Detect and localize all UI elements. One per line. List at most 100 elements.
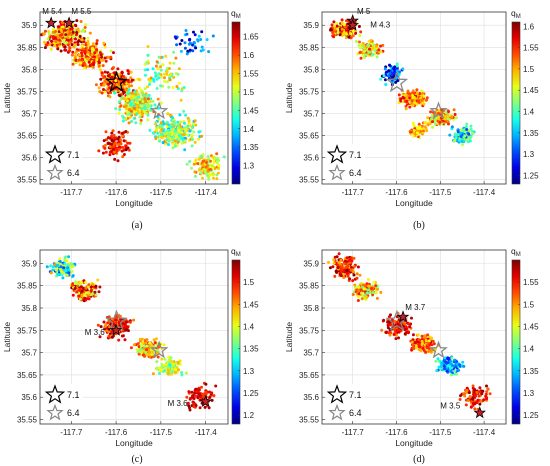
event-point [154, 122, 158, 126]
event-point [198, 406, 202, 410]
event-point [125, 320, 128, 324]
y-tick-label: 35.55 [299, 416, 320, 425]
event-point [331, 31, 335, 35]
event-point [118, 108, 122, 112]
event-point [131, 101, 135, 105]
legend-label: 7.1 [349, 150, 362, 160]
event-point [68, 49, 71, 53]
event-point [207, 177, 211, 181]
event-point [371, 47, 375, 50]
event-point [367, 50, 371, 54]
event-point [411, 338, 415, 342]
event-point [188, 124, 192, 128]
event-point [163, 72, 167, 76]
event-point [474, 394, 478, 398]
event-point [177, 136, 181, 140]
event-point [156, 131, 160, 135]
event-point [162, 122, 166, 126]
y-tick-label: 35.55 [299, 176, 320, 185]
event-point [376, 287, 380, 291]
event-point [411, 333, 415, 337]
event-point [106, 55, 110, 59]
event-point [462, 128, 466, 132]
event-point [141, 90, 144, 94]
event-point [103, 79, 107, 83]
event-point [419, 129, 422, 133]
event-point [84, 291, 88, 295]
event-point [67, 255, 71, 259]
event-point [100, 91, 104, 95]
event-point [411, 340, 415, 344]
event-point [212, 394, 216, 398]
event-point [472, 402, 475, 405]
event-point [108, 153, 112, 157]
event-point [426, 116, 430, 120]
event-point [417, 348, 421, 351]
event-point [386, 323, 390, 327]
event-point [345, 271, 349, 275]
event-point [340, 266, 343, 269]
event-point [180, 89, 184, 93]
event-point [127, 121, 131, 125]
y-tick-label: 35.75 [299, 326, 320, 335]
event-point [358, 273, 362, 277]
event-point [172, 363, 176, 367]
y-tick-label: 35.6 [21, 154, 37, 163]
event-point [165, 362, 169, 366]
y-tick-label: 35.7 [303, 109, 319, 118]
event-point [71, 62, 75, 66]
event-point [435, 369, 439, 373]
event-point [74, 23, 77, 27]
event-point [210, 391, 214, 395]
event-point [444, 111, 448, 114]
event-point [348, 277, 352, 281]
event-point [137, 86, 141, 90]
event-point [382, 318, 386, 322]
event-point [167, 128, 171, 132]
event-point [155, 366, 159, 370]
colorbar [511, 21, 521, 185]
event-point [444, 361, 448, 365]
colorbar-tick-label: 1.25 [243, 389, 259, 398]
event-point [430, 117, 433, 121]
event-point [126, 141, 130, 145]
event-point [394, 337, 398, 341]
colorbar-tick-label: 1.45 [523, 322, 539, 331]
event-point [427, 339, 431, 343]
event-point [154, 137, 158, 141]
annotated-event-star [62, 16, 76, 29]
event-point [462, 140, 466, 144]
event-point [358, 40, 361, 44]
event-point [397, 323, 401, 327]
event-point [120, 149, 124, 153]
y-tick-label: 35.9 [303, 21, 319, 30]
event-point [214, 384, 218, 388]
event-point [114, 318, 118, 322]
event-point [112, 133, 116, 137]
y-tick-label: 35.8 [21, 304, 37, 313]
colorbar-tick-label: 1.5 [243, 278, 255, 287]
event-point [186, 116, 190, 120]
event-point [77, 294, 81, 298]
event-point [99, 325, 103, 329]
event-point [103, 56, 107, 60]
event-point [129, 96, 133, 100]
event-point [163, 357, 167, 361]
x-tick-label: -117.6 [385, 428, 408, 437]
legend-label: 7.1 [67, 390, 80, 400]
event-point [456, 132, 460, 136]
event-point [170, 133, 174, 137]
event-point [97, 290, 101, 294]
y-tick-label: 35.75 [299, 87, 320, 96]
event-point [117, 130, 121, 134]
event-point [63, 259, 67, 263]
event-point [122, 139, 126, 143]
event-point [42, 40, 46, 44]
event-point [203, 170, 207, 174]
event-point [107, 136, 111, 140]
event-point [353, 286, 357, 289]
event-point [63, 255, 67, 259]
event-point [199, 171, 203, 175]
y-tick-label: 35.65 [299, 131, 320, 140]
event-point [128, 94, 132, 97]
